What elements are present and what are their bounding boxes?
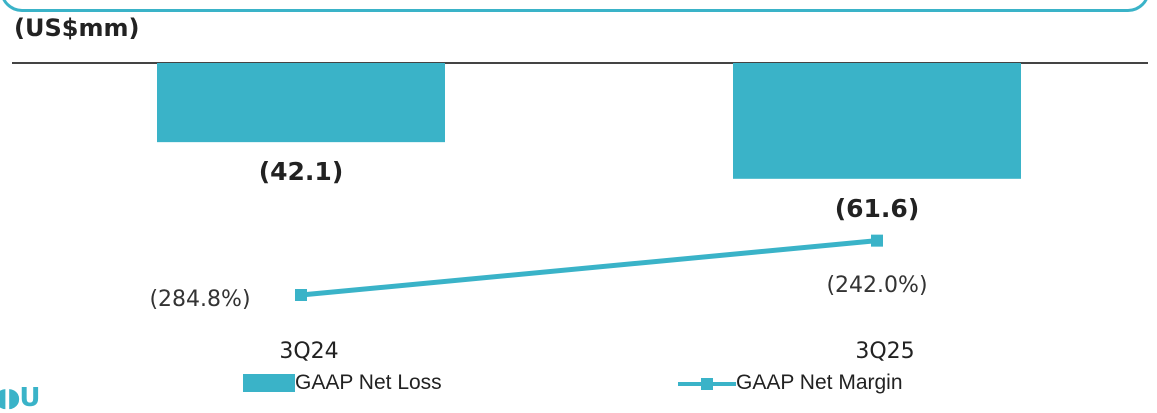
- legend-net-loss-label: GAAP Net Loss: [295, 370, 442, 394]
- chart-svg: (42.1) (61.6) (284.8%) (242.0%) 3Q24 3Q25: [149, 63, 1021, 364]
- legend-net-margin-label: GAAP Net Margin: [736, 370, 903, 394]
- legend-line-swatch: [678, 374, 736, 392]
- bar-value-label: (61.6): [835, 194, 920, 223]
- net-margin-line: [300, 238, 878, 298]
- legend-item-net-loss: GAAP Net Loss: [243, 370, 442, 395]
- net-margin-marker: [295, 289, 307, 301]
- legend-item-net-margin: GAAP Net Margin: [678, 370, 903, 395]
- bar-3q25: [733, 63, 1021, 179]
- bar-3q24: [157, 63, 445, 143]
- legend-bar-swatch: [243, 373, 295, 392]
- logo-fragment: ◖◗U: [0, 383, 41, 413]
- category-label-3q24: 3Q24: [279, 339, 338, 364]
- net-margin-value-label: (242.0%): [826, 273, 927, 298]
- net-margin-marker: [871, 234, 883, 247]
- net-margin-value-label: (284.8%): [149, 287, 250, 312]
- category-label-3q25: 3Q25: [855, 339, 914, 364]
- chart-baseline: [12, 62, 1148, 64]
- unit-label: (US$mm): [14, 14, 140, 42]
- bar-value-label: (42.1): [259, 157, 344, 186]
